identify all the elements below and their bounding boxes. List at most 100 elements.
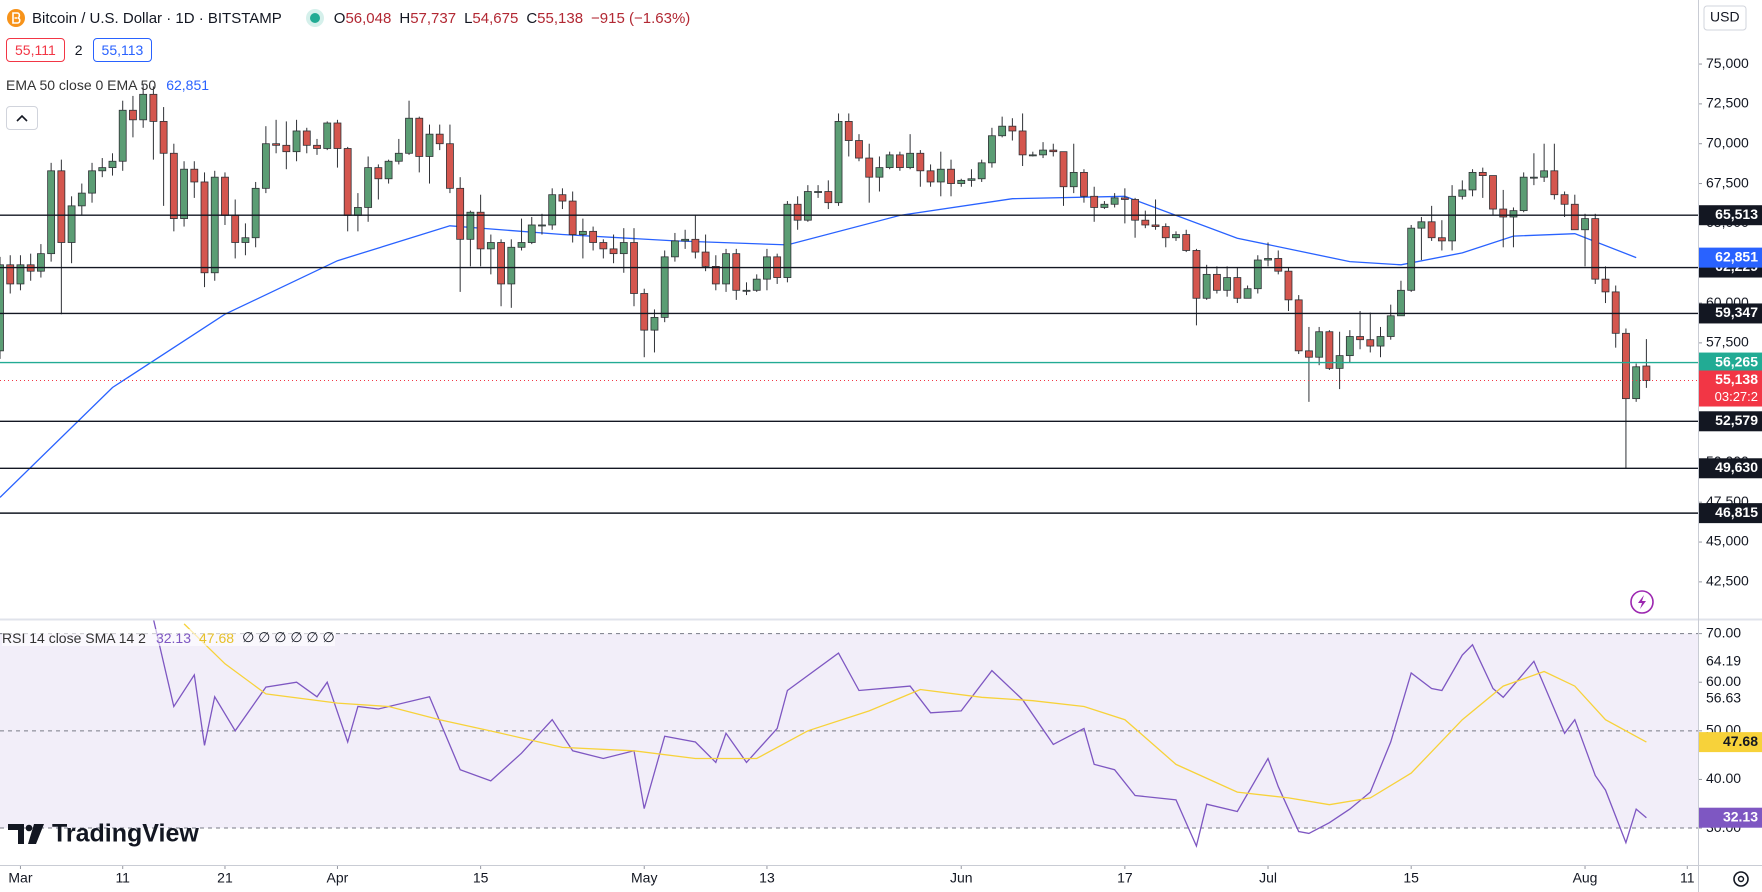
candle-body — [1294, 299, 1303, 352]
logo-mark-dot — [25, 824, 33, 832]
currency-box[interactable] — [1703, 5, 1747, 31]
candle-body — [855, 140, 863, 159]
price-pane — [0, 84, 1698, 514]
candle-body — [1509, 210, 1518, 218]
currency-badge[interactable]: USD — [1703, 5, 1747, 31]
candle-body — [1478, 171, 1487, 176]
candle-body — [394, 152, 403, 162]
candle-body — [1499, 208, 1508, 218]
candle-body — [210, 176, 219, 274]
rsi-legend[interactable]: RSI 14 close SMA 14 2 — [2, 629, 146, 646]
candle-body — [957, 179, 966, 184]
candle-body — [701, 251, 710, 267]
market-status-dot — [309, 13, 320, 23]
rsi-line — [152, 620, 1647, 849]
candle-body — [1550, 170, 1559, 196]
candle-body — [711, 266, 720, 285]
candle-body — [875, 167, 884, 178]
rsi-legend-value: 32.13 — [155, 629, 192, 646]
chevron-path[interactable] — [16, 114, 28, 122]
candle-body — [998, 125, 1007, 137]
y-tick-label: 75,000 — [1706, 55, 1749, 71]
candle-body — [1049, 149, 1058, 153]
rsi-extra-values: ∅ ∅ ∅ ∅ ∅ ∅ — [242, 629, 335, 645]
quote-key: O — [333, 9, 346, 27]
candle-body — [742, 289, 751, 292]
y-tick-label: 60.00 — [1706, 673, 1741, 689]
candle-body — [1274, 258, 1283, 272]
x-tick-label: May — [631, 870, 657, 886]
candle-body — [282, 144, 291, 153]
bitcoin-icon — [7, 9, 25, 27]
axis-label: 56,265 — [1715, 353, 1758, 369]
candle-body — [527, 224, 536, 243]
candle-body — [77, 192, 86, 207]
candle-body — [814, 191, 822, 193]
quote-values: O56,048 H57,737 L54,675 C55,138 — [334, 10, 583, 27]
axis-value-label: 64.19 — [1706, 653, 1741, 669]
quote-value: 57,737 — [410, 9, 457, 27]
candle-body — [435, 133, 444, 145]
symbol-title[interactable]: Bitcoin / U.S. Dollar · 1D · BITSTAMP — [32, 9, 282, 27]
x-tick-label: 15 — [473, 870, 489, 886]
candle-body — [313, 144, 321, 149]
x-tick-label: 11 — [1680, 870, 1695, 886]
candle-body — [517, 242, 526, 248]
candle-body — [947, 168, 955, 184]
gear-hub[interactable] — [1737, 875, 1745, 883]
x-tick-label: 13 — [759, 870, 775, 886]
candle-body — [241, 237, 250, 243]
candle-body — [977, 162, 986, 180]
ema-legend[interactable]: EMA 50 close 0 EMA 50 — [6, 77, 157, 93]
candle-body — [1039, 149, 1047, 156]
axis-label-box — [1698, 503, 1762, 524]
ask-price[interactable]: 55,113 — [92, 38, 153, 62]
y-tick-label: 57,500 — [1706, 334, 1749, 350]
candle-body — [1397, 289, 1405, 317]
candle-body — [1448, 195, 1456, 242]
candle-body — [88, 170, 96, 194]
candle-body — [364, 167, 373, 208]
candle-body — [507, 246, 516, 285]
logo-mark-a — [8, 824, 24, 844]
candle-body — [1233, 277, 1242, 299]
candle-body — [926, 170, 935, 183]
settings-icon[interactable] — [1733, 871, 1749, 887]
candle-body — [1131, 199, 1139, 221]
axis-label: 46,815 — [1715, 504, 1758, 520]
candle-body — [98, 167, 107, 172]
x-tick-label: 21 — [217, 870, 233, 886]
bid-price[interactable]: 55,111 — [6, 38, 65, 62]
quote-value: 55,138 — [537, 9, 584, 27]
candle-body — [57, 170, 66, 243]
candle-body — [1253, 259, 1262, 290]
y-tick-label: 67,500 — [1706, 174, 1749, 190]
candle-body — [129, 109, 137, 121]
candle-body — [660, 256, 669, 318]
candle-body — [619, 242, 628, 255]
candle-body — [1345, 336, 1354, 357]
quote-key: H — [399, 9, 411, 27]
candle-body — [793, 203, 802, 221]
candle-body — [732, 253, 741, 291]
candle-body — [476, 211, 485, 250]
candle-body — [1489, 175, 1497, 210]
gear-ring[interactable] — [1733, 871, 1749, 887]
y-tick-label: 70.00 — [1706, 624, 1741, 640]
candle-body — [1519, 176, 1528, 212]
candle-body — [1080, 171, 1088, 197]
lightning-icon[interactable] — [1630, 590, 1654, 614]
collapse-button[interactable] — [6, 106, 38, 130]
currency-label[interactable]: USD — [1710, 9, 1740, 25]
candle-body — [200, 181, 209, 274]
lightning-glyph[interactable] — [1638, 595, 1646, 609]
candle-body — [1366, 339, 1375, 347]
quote-value: 56,048 — [345, 9, 392, 27]
candle-body — [1530, 176, 1538, 179]
x-tick-label: 15 — [1403, 870, 1419, 886]
candle-body — [1192, 250, 1201, 299]
candle-body — [650, 316, 659, 331]
candle-body — [1386, 315, 1395, 337]
collapse-chevron[interactable] — [7, 107, 37, 129]
candle-body — [272, 143, 281, 146]
